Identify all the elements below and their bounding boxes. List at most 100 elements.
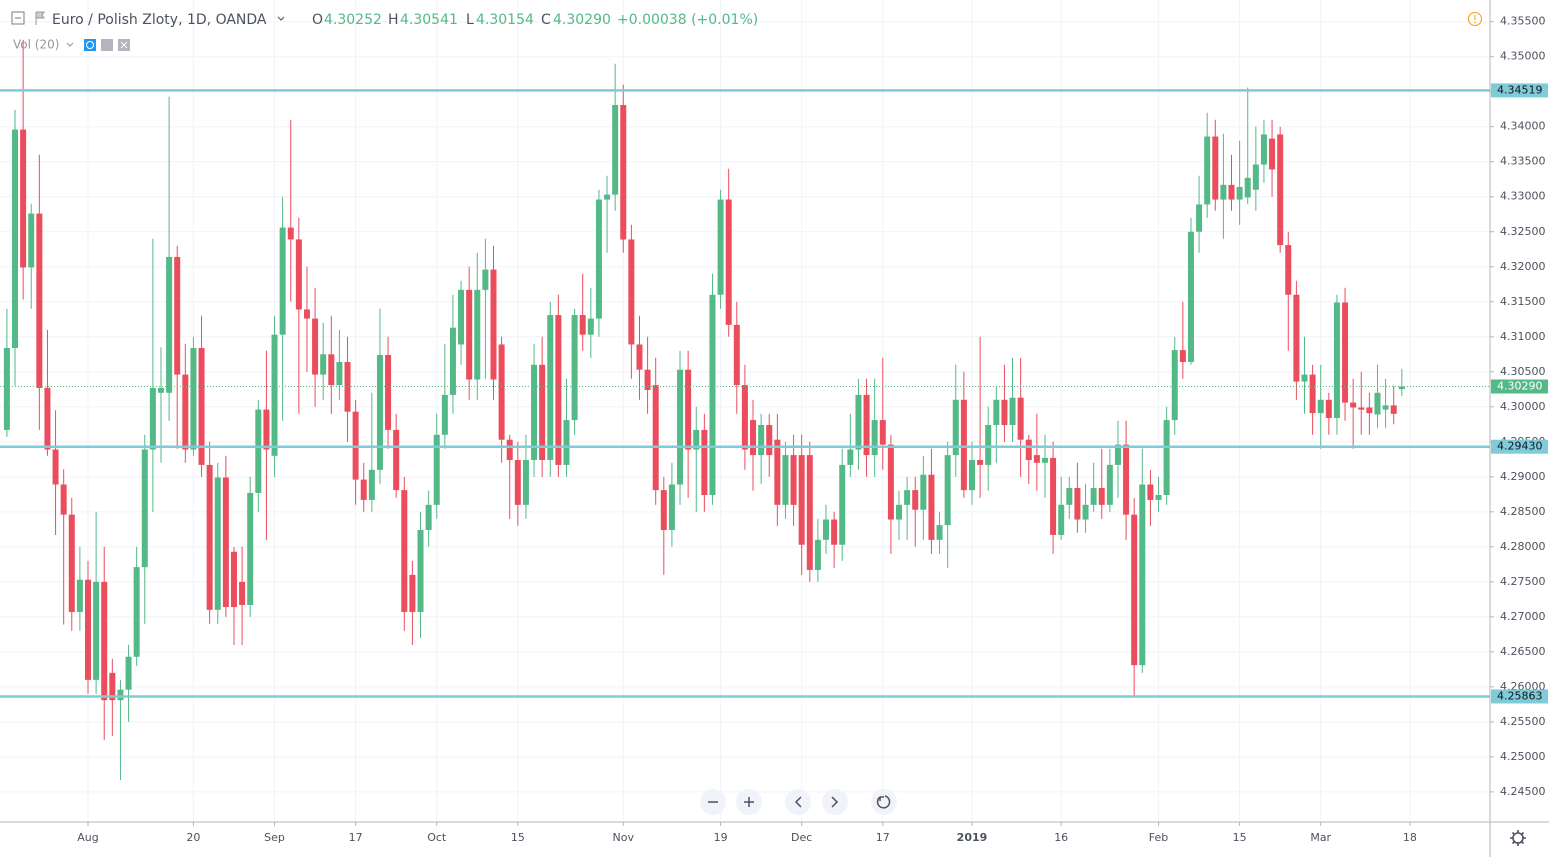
candle-body xyxy=(952,399,959,456)
reset-button[interactable] xyxy=(871,789,897,815)
volume-label[interactable]: Vol (20) xyxy=(13,38,59,52)
candle-body xyxy=(1374,392,1381,415)
reset-icon xyxy=(876,795,891,809)
x-tick-label: 16 xyxy=(1054,831,1068,844)
candle-body xyxy=(44,387,51,450)
candle-body xyxy=(839,464,846,545)
candle-body xyxy=(376,354,383,470)
candle-body xyxy=(1033,455,1040,463)
candle-body xyxy=(401,490,408,612)
candle-body xyxy=(109,672,116,701)
candle-body xyxy=(1350,402,1357,408)
candle-body xyxy=(3,347,10,430)
x-tick-label: 19 xyxy=(714,831,728,844)
y-tick-label: 4.32000 xyxy=(1500,260,1546,273)
candle-body xyxy=(1390,405,1397,414)
candle-body xyxy=(287,227,294,240)
candle-body xyxy=(612,105,619,195)
collapse-button[interactable] xyxy=(11,11,25,25)
x-tick-label: Sep xyxy=(264,831,285,844)
candle-body xyxy=(52,449,59,485)
symbol-title[interactable]: Euro / Polish Zloty, 1D, OANDA xyxy=(52,12,267,28)
candle-body xyxy=(490,269,497,380)
hide-icon xyxy=(86,41,94,49)
open-value: 4.30252 xyxy=(324,12,382,28)
candle-body xyxy=(774,439,781,505)
level-label: 4.25863 xyxy=(1497,689,1543,702)
candle-body xyxy=(977,460,984,465)
symbol-menu[interactable] xyxy=(277,16,285,21)
candle-body xyxy=(336,361,343,386)
x-tick-label: Mar xyxy=(1310,831,1331,844)
candle-body xyxy=(12,129,19,348)
level-label: 4.29430 xyxy=(1497,440,1543,453)
candle-body xyxy=(303,309,310,319)
candle-body xyxy=(847,449,854,465)
volume-menu[interactable] xyxy=(66,42,74,47)
change-value: +0.00038 (+0.01%) xyxy=(617,12,758,28)
high-value: 4.30541 xyxy=(400,12,458,28)
candle-body xyxy=(1066,488,1073,505)
settings-button[interactable] xyxy=(101,39,113,51)
warning-icon[interactable] xyxy=(1468,12,1482,26)
candle-body xyxy=(1260,134,1267,165)
last-price-label: 4.30290 xyxy=(1497,379,1543,392)
candle-body xyxy=(506,439,513,461)
candle-body xyxy=(393,429,400,491)
candle-body xyxy=(206,464,213,610)
candle-body xyxy=(790,455,797,505)
candle-body xyxy=(936,525,943,540)
candle-body xyxy=(474,289,481,380)
candle-body xyxy=(1382,405,1389,410)
candle-body xyxy=(190,347,197,450)
candle-body xyxy=(652,385,659,491)
candle-body xyxy=(798,455,805,545)
y-tick-label: 4.25000 xyxy=(1500,750,1546,763)
candle-body xyxy=(587,318,594,335)
candle-body xyxy=(1309,374,1316,414)
y-tick-label: 4.35000 xyxy=(1500,50,1546,63)
flag-icon[interactable] xyxy=(35,11,45,25)
scroll-left-button[interactable] xyxy=(785,789,811,815)
candle-body xyxy=(433,434,440,505)
candle-body xyxy=(701,429,708,496)
y-tick-label: 4.28500 xyxy=(1500,505,1546,518)
candle-body xyxy=(579,315,586,335)
candle-body xyxy=(174,256,181,375)
x-tick-label: Aug xyxy=(77,831,98,844)
candle-body xyxy=(263,409,270,450)
x-tick-label: 17 xyxy=(349,831,363,844)
candle-body xyxy=(985,425,992,465)
settings-gear[interactable] xyxy=(1510,830,1526,846)
open-letter: O xyxy=(312,12,323,28)
candle-body xyxy=(896,504,902,520)
level-label-bg xyxy=(1491,83,1548,98)
candle-body xyxy=(1106,464,1113,505)
x-tick-label: 2019 xyxy=(957,831,988,844)
candle-body xyxy=(344,361,351,412)
candle-body xyxy=(1333,302,1340,419)
candle-body xyxy=(595,199,602,319)
candle-body xyxy=(76,579,83,612)
y-tick-label: 4.25500 xyxy=(1500,715,1546,728)
scroll-left-icon xyxy=(794,796,802,808)
candle-body xyxy=(555,315,562,465)
y-tick-label: 4.34000 xyxy=(1500,120,1546,133)
y-tick-label: 4.33500 xyxy=(1500,155,1546,168)
candle-body xyxy=(855,394,862,450)
high-letter: H xyxy=(388,12,399,28)
candle-body xyxy=(1317,399,1324,414)
hide-button[interactable] xyxy=(84,39,96,51)
candle-body xyxy=(295,239,302,310)
candle-body xyxy=(360,479,367,500)
candle-body xyxy=(660,490,667,531)
remove-icon xyxy=(120,41,128,49)
y-tick-label: 4.28000 xyxy=(1500,540,1546,553)
x-tick-label: 15 xyxy=(1233,831,1247,844)
y-tick-label: 4.31500 xyxy=(1500,295,1546,308)
candle-body xyxy=(644,369,651,390)
candle-body xyxy=(563,420,570,465)
candle-body xyxy=(36,213,43,388)
scroll-right-button[interactable] xyxy=(822,789,848,815)
